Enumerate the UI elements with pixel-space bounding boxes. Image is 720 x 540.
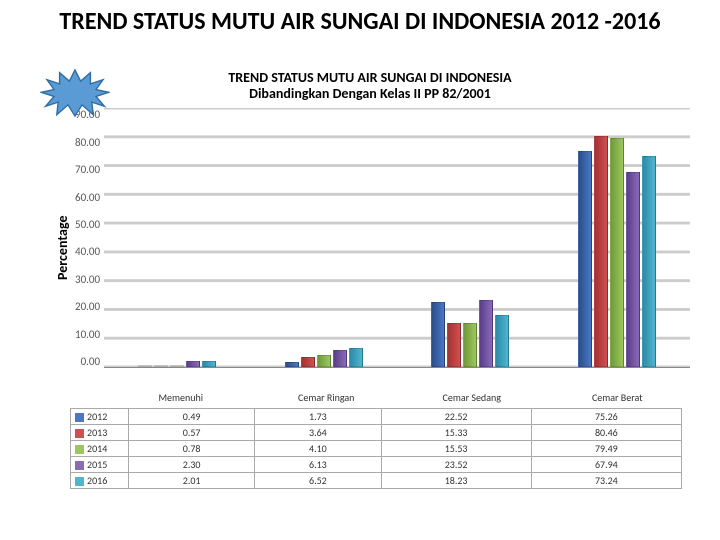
- table-cell: 0.78: [129, 441, 255, 457]
- bar: [333, 350, 347, 368]
- y-tick: 70.00: [75, 163, 100, 176]
- table-cell: 23.52: [381, 457, 531, 473]
- x-tick: Memenuhi: [108, 388, 254, 404]
- table-cell: 0.57: [129, 425, 255, 441]
- series-label: 2016: [71, 473, 129, 489]
- series-label: 2014: [71, 441, 129, 457]
- y-axis-label: Percentage: [50, 108, 75, 388]
- bar: [479, 300, 493, 368]
- table-cell: 2.01: [129, 473, 255, 489]
- x-tick: Cemar Sedang: [399, 388, 545, 404]
- table-cell: 80.46: [531, 425, 681, 441]
- table-row: 20162.016.5218.2373.24: [71, 473, 682, 489]
- table-cell: 1.73: [255, 409, 381, 425]
- table-cell: 79.49: [531, 441, 681, 457]
- legend-swatch: [75, 429, 84, 438]
- y-tick: 60.00: [75, 191, 100, 204]
- table-cell: 6.52: [255, 473, 381, 489]
- bar: [610, 138, 624, 367]
- y-tick: 30.00: [75, 273, 100, 286]
- y-tick: 50.00: [75, 218, 100, 231]
- series-label: 2015: [71, 457, 129, 473]
- bar: [431, 302, 445, 367]
- y-tick: 0.00: [81, 355, 101, 368]
- plot-area: [104, 108, 690, 368]
- table-row: 20152.306.1323.5267.94: [71, 457, 682, 473]
- table-cell: 75.26: [531, 409, 681, 425]
- y-tick: 10.00: [75, 328, 100, 341]
- bar: [463, 323, 477, 368]
- category-group: [544, 108, 690, 367]
- series-label: 2013: [71, 425, 129, 441]
- data-table: 20120.491.7322.5275.2620130.573.6415.338…: [70, 408, 682, 489]
- bar: [170, 365, 184, 367]
- y-tick: 80.00: [75, 136, 100, 149]
- bar: [317, 355, 331, 367]
- table-cell: 0.49: [129, 409, 255, 425]
- y-tick: 40.00: [75, 245, 100, 258]
- table-row: 20120.491.7322.5275.26: [71, 409, 682, 425]
- x-tick: Cemar Ringan: [254, 388, 400, 404]
- table-cell: 67.94: [531, 457, 681, 473]
- category-group: [104, 108, 250, 367]
- x-axis-labels: MemenuhiCemar RinganCemar SedangCemar Be…: [108, 388, 690, 404]
- bar: [495, 315, 509, 367]
- starburst-icon: [40, 68, 110, 118]
- y-axis-ticks: 90.0080.0070.0060.0050.0040.0030.0020.00…: [75, 108, 104, 368]
- bar: [301, 357, 315, 367]
- chart-title-line2: Dibandingkan Dengan Kelas II PP 82/2001: [50, 86, 690, 102]
- table-cell: 3.64: [255, 425, 381, 441]
- bar: [202, 361, 216, 367]
- category-group: [251, 108, 397, 367]
- legend-swatch: [75, 477, 84, 486]
- bar: [642, 156, 656, 367]
- bar: [285, 362, 299, 367]
- table-cell: 4.10: [255, 441, 381, 457]
- bar: [594, 136, 608, 368]
- table-cell: 22.52: [381, 409, 531, 425]
- chart-container: TREND STATUS MUTU AIR SUNGAI DI INDONESI…: [50, 70, 690, 520]
- bar: [447, 323, 461, 367]
- table-row: 20130.573.6415.3380.46: [71, 425, 682, 441]
- bar: [186, 361, 200, 368]
- legend-swatch: [75, 461, 84, 470]
- x-tick: Cemar Berat: [545, 388, 691, 404]
- table-cell: 73.24: [531, 473, 681, 489]
- table-cell: 15.53: [381, 441, 531, 457]
- chart-title-line1: TREND STATUS MUTU AIR SUNGAI DI INDONESI…: [228, 69, 511, 86]
- bar: [578, 151, 592, 368]
- chart-title: TREND STATUS MUTU AIR SUNGAI DI INDONESI…: [50, 70, 690, 102]
- table-row: 20140.784.1015.5379.49: [71, 441, 682, 457]
- y-tick: 20.00: [75, 300, 100, 313]
- series-label: 2012: [71, 409, 129, 425]
- table-cell: 6.13: [255, 457, 381, 473]
- bar: [349, 348, 363, 367]
- slide-title: TREND STATUS MUTU AIR SUNGAI DI INDONESI…: [0, 0, 720, 36]
- bar: [154, 365, 168, 367]
- table-cell: 15.33: [381, 425, 531, 441]
- table-cell: 18.23: [381, 473, 531, 489]
- legend-swatch: [75, 413, 84, 422]
- bar: [138, 365, 152, 367]
- bar: [626, 172, 640, 368]
- legend-swatch: [75, 445, 84, 454]
- table-cell: 2.30: [129, 457, 255, 473]
- category-group: [397, 108, 543, 367]
